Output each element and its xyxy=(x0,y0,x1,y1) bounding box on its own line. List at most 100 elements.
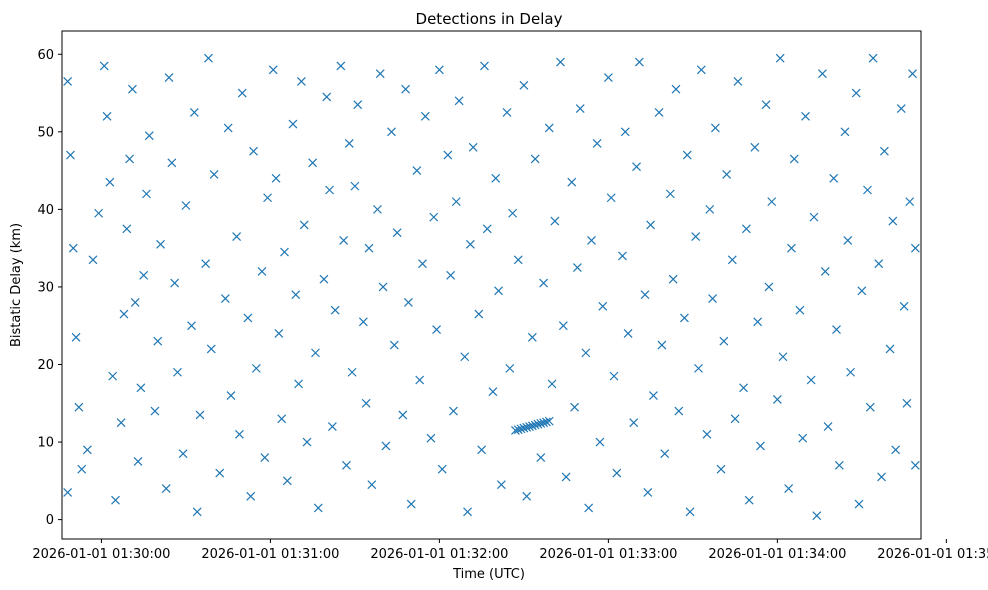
data-point-marker xyxy=(375,69,385,79)
data-point-marker xyxy=(539,278,549,288)
plot-area xyxy=(63,53,920,521)
data-point-marker xyxy=(857,286,867,296)
data-point-marker xyxy=(308,158,318,168)
data-point-marker xyxy=(502,108,512,117)
data-point-marker xyxy=(446,270,456,280)
data-point-marker xyxy=(434,65,444,75)
data-point-marker xyxy=(482,224,492,234)
data-point-marker xyxy=(268,65,278,75)
data-point-marker xyxy=(567,177,577,187)
data-point-marker xyxy=(327,422,337,431)
data-point-marker xyxy=(150,406,160,416)
data-point-marker xyxy=(657,340,667,350)
x-tick-label: 2026-01-01 01:33:00 xyxy=(539,547,677,562)
data-point-marker xyxy=(727,255,737,265)
data-point-marker xyxy=(865,402,875,412)
data-point-marker xyxy=(654,108,664,117)
data-point-marker xyxy=(187,321,196,331)
data-point-marker xyxy=(778,352,788,362)
data-point-marker xyxy=(846,367,856,377)
y-axis-label: Bistatic Delay (km) xyxy=(9,223,24,347)
data-point-marker xyxy=(668,274,678,284)
data-point-marker xyxy=(153,336,163,346)
data-point-marker xyxy=(156,239,165,249)
data-point-marker xyxy=(820,267,830,276)
data-point-marker xyxy=(243,313,253,323)
y-tick-label: 50 xyxy=(37,125,54,140)
data-point-marker xyxy=(257,267,267,276)
data-point-marker xyxy=(525,422,534,431)
data-point-marker xyxy=(491,173,501,183)
data-point-marker xyxy=(702,429,712,439)
data-point-marker xyxy=(595,437,605,447)
data-point-marker xyxy=(775,53,785,63)
data-point-marker xyxy=(558,321,568,331)
y-tick-label: 40 xyxy=(37,203,54,218)
y-tick-label: 0 xyxy=(46,513,54,528)
data-point-marker xyxy=(392,228,402,238)
data-point-marker xyxy=(364,243,374,253)
data-point-marker xyxy=(260,453,270,462)
data-point-marker xyxy=(373,204,382,214)
data-point-marker xyxy=(488,387,498,397)
data-point-marker xyxy=(910,460,920,470)
data-point-marker xyxy=(322,92,332,102)
data-point-marker xyxy=(843,235,853,245)
data-point-marker xyxy=(840,127,850,137)
data-point-marker xyxy=(111,495,120,505)
data-point-marker xyxy=(68,243,78,253)
data-point-marker xyxy=(587,235,596,245)
data-point-marker xyxy=(527,332,537,342)
data-point-marker xyxy=(646,220,656,230)
data-point-marker xyxy=(618,251,627,261)
data-point-marker xyxy=(330,305,340,315)
x-axis-label: Time (UTC) xyxy=(452,567,525,582)
data-point-marker xyxy=(694,363,703,373)
data-point-marker xyxy=(665,189,675,199)
data-point-marker xyxy=(530,420,540,430)
data-point-marker xyxy=(575,104,585,113)
data-point-marker xyxy=(66,150,75,160)
data-point-marker xyxy=(88,255,98,265)
data-point-marker xyxy=(511,425,520,435)
data-point-marker xyxy=(192,507,202,517)
data-point-marker xyxy=(401,84,411,94)
data-point-marker xyxy=(178,449,188,459)
data-point-marker xyxy=(753,317,763,327)
data-point-marker xyxy=(818,69,827,79)
data-point-marker xyxy=(378,282,388,292)
data-point-marker xyxy=(879,146,889,156)
data-point-marker xyxy=(460,352,470,362)
data-point-marker xyxy=(739,383,748,393)
data-point-marker xyxy=(426,433,436,443)
data-point-marker xyxy=(612,468,622,478)
data-point-marker xyxy=(671,84,681,94)
data-point-marker xyxy=(798,433,808,443)
data-point-marker xyxy=(449,406,458,416)
data-point-marker xyxy=(530,154,540,164)
data-point-marker xyxy=(513,425,523,435)
data-point-marker xyxy=(339,235,349,245)
data-point-marker xyxy=(750,142,760,152)
data-point-marker xyxy=(71,332,81,342)
x-axis: 2026-01-01 01:30:00 2026-01-01 01:31:00 20… xyxy=(32,539,988,562)
data-point-marker xyxy=(204,53,213,63)
data-point-marker xyxy=(764,282,774,292)
x-tick-label: 2026-01-01 01:31:00 xyxy=(201,547,339,562)
data-point-marker xyxy=(251,363,261,373)
data-point-marker xyxy=(350,181,360,191)
data-point-marker xyxy=(353,100,363,110)
data-point-marker xyxy=(480,61,489,71)
data-point-marker xyxy=(311,348,320,358)
data-point-marker xyxy=(513,255,523,265)
data-point-marker xyxy=(620,127,630,137)
data-point-marker xyxy=(342,460,351,470)
data-point-marker xyxy=(682,150,692,160)
data-point-marker xyxy=(361,398,371,408)
data-point-marker xyxy=(868,53,878,63)
data-point-marker xyxy=(99,61,109,71)
data-point-marker xyxy=(809,212,819,222)
data-point-marker xyxy=(246,491,256,501)
data-point-marker xyxy=(133,457,143,466)
